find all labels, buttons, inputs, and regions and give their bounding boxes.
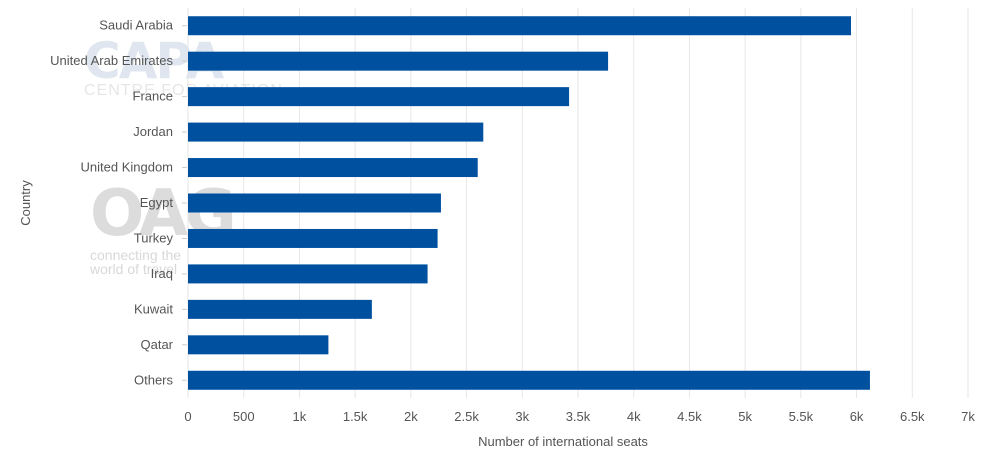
- x-tick-label: 500: [233, 409, 255, 424]
- x-tick-label: 4k: [627, 409, 641, 424]
- x-axis-labels: 0 500 1k 1.5k 2k 2.5k 3k 3.5k 4k 4.5k 5k 5.5k 6k 6.5k…: [184, 409, 975, 424]
- y-tick-label: Iraq: [151, 266, 173, 281]
- x-tick-label: 6.5k: [900, 409, 925, 424]
- bar: [188, 228, 438, 248]
- bar: [188, 335, 329, 355]
- bar: [188, 51, 609, 71]
- x-tick-label: 1k: [293, 409, 307, 424]
- bar: [188, 87, 570, 107]
- x-tick-label: 2k: [404, 409, 418, 424]
- bar: [188, 193, 441, 213]
- y-tick-label: Qatar: [140, 337, 173, 352]
- y-tick-label: United Kingdom: [81, 160, 174, 175]
- y-tick-label: France: [133, 89, 173, 104]
- bar: [188, 264, 428, 284]
- bar: [188, 299, 372, 319]
- y-tick-label: Others: [134, 372, 174, 387]
- x-tick-label: 5k: [738, 409, 752, 424]
- x-tick-label: 1.5k: [343, 409, 368, 424]
- x-axis-title: Number of international seats: [478, 434, 648, 449]
- y-tick-label: Jordan: [133, 124, 173, 139]
- bar: [188, 122, 484, 142]
- bar: [188, 158, 478, 178]
- y-axis-title: Country: [18, 180, 33, 226]
- x-tick-label: 0: [184, 409, 191, 424]
- x-tick-label: 6k: [850, 409, 864, 424]
- bar: [188, 370, 870, 390]
- bars: [188, 16, 870, 390]
- y-tick-label: Turkey: [134, 230, 174, 245]
- x-tick-label: 3k: [515, 409, 529, 424]
- bar: [188, 16, 851, 36]
- x-tick-label: 3.5k: [566, 409, 591, 424]
- y-tick-label: Saudi Arabia: [99, 18, 173, 33]
- x-tick-label: 4.5k: [677, 409, 702, 424]
- y-tick-label: Egypt: [140, 195, 174, 210]
- y-tick-label: United Arab Emirates: [50, 53, 173, 68]
- y-axis-labels: Saudi Arabia United Arab Emirates France Jo…: [50, 18, 187, 387]
- x-tick-label: 5.5k: [789, 409, 814, 424]
- x-tick-label: 2.5k: [454, 409, 479, 424]
- x-tick-label: 7k: [961, 409, 975, 424]
- y-tick-label: Kuwait: [134, 301, 173, 316]
